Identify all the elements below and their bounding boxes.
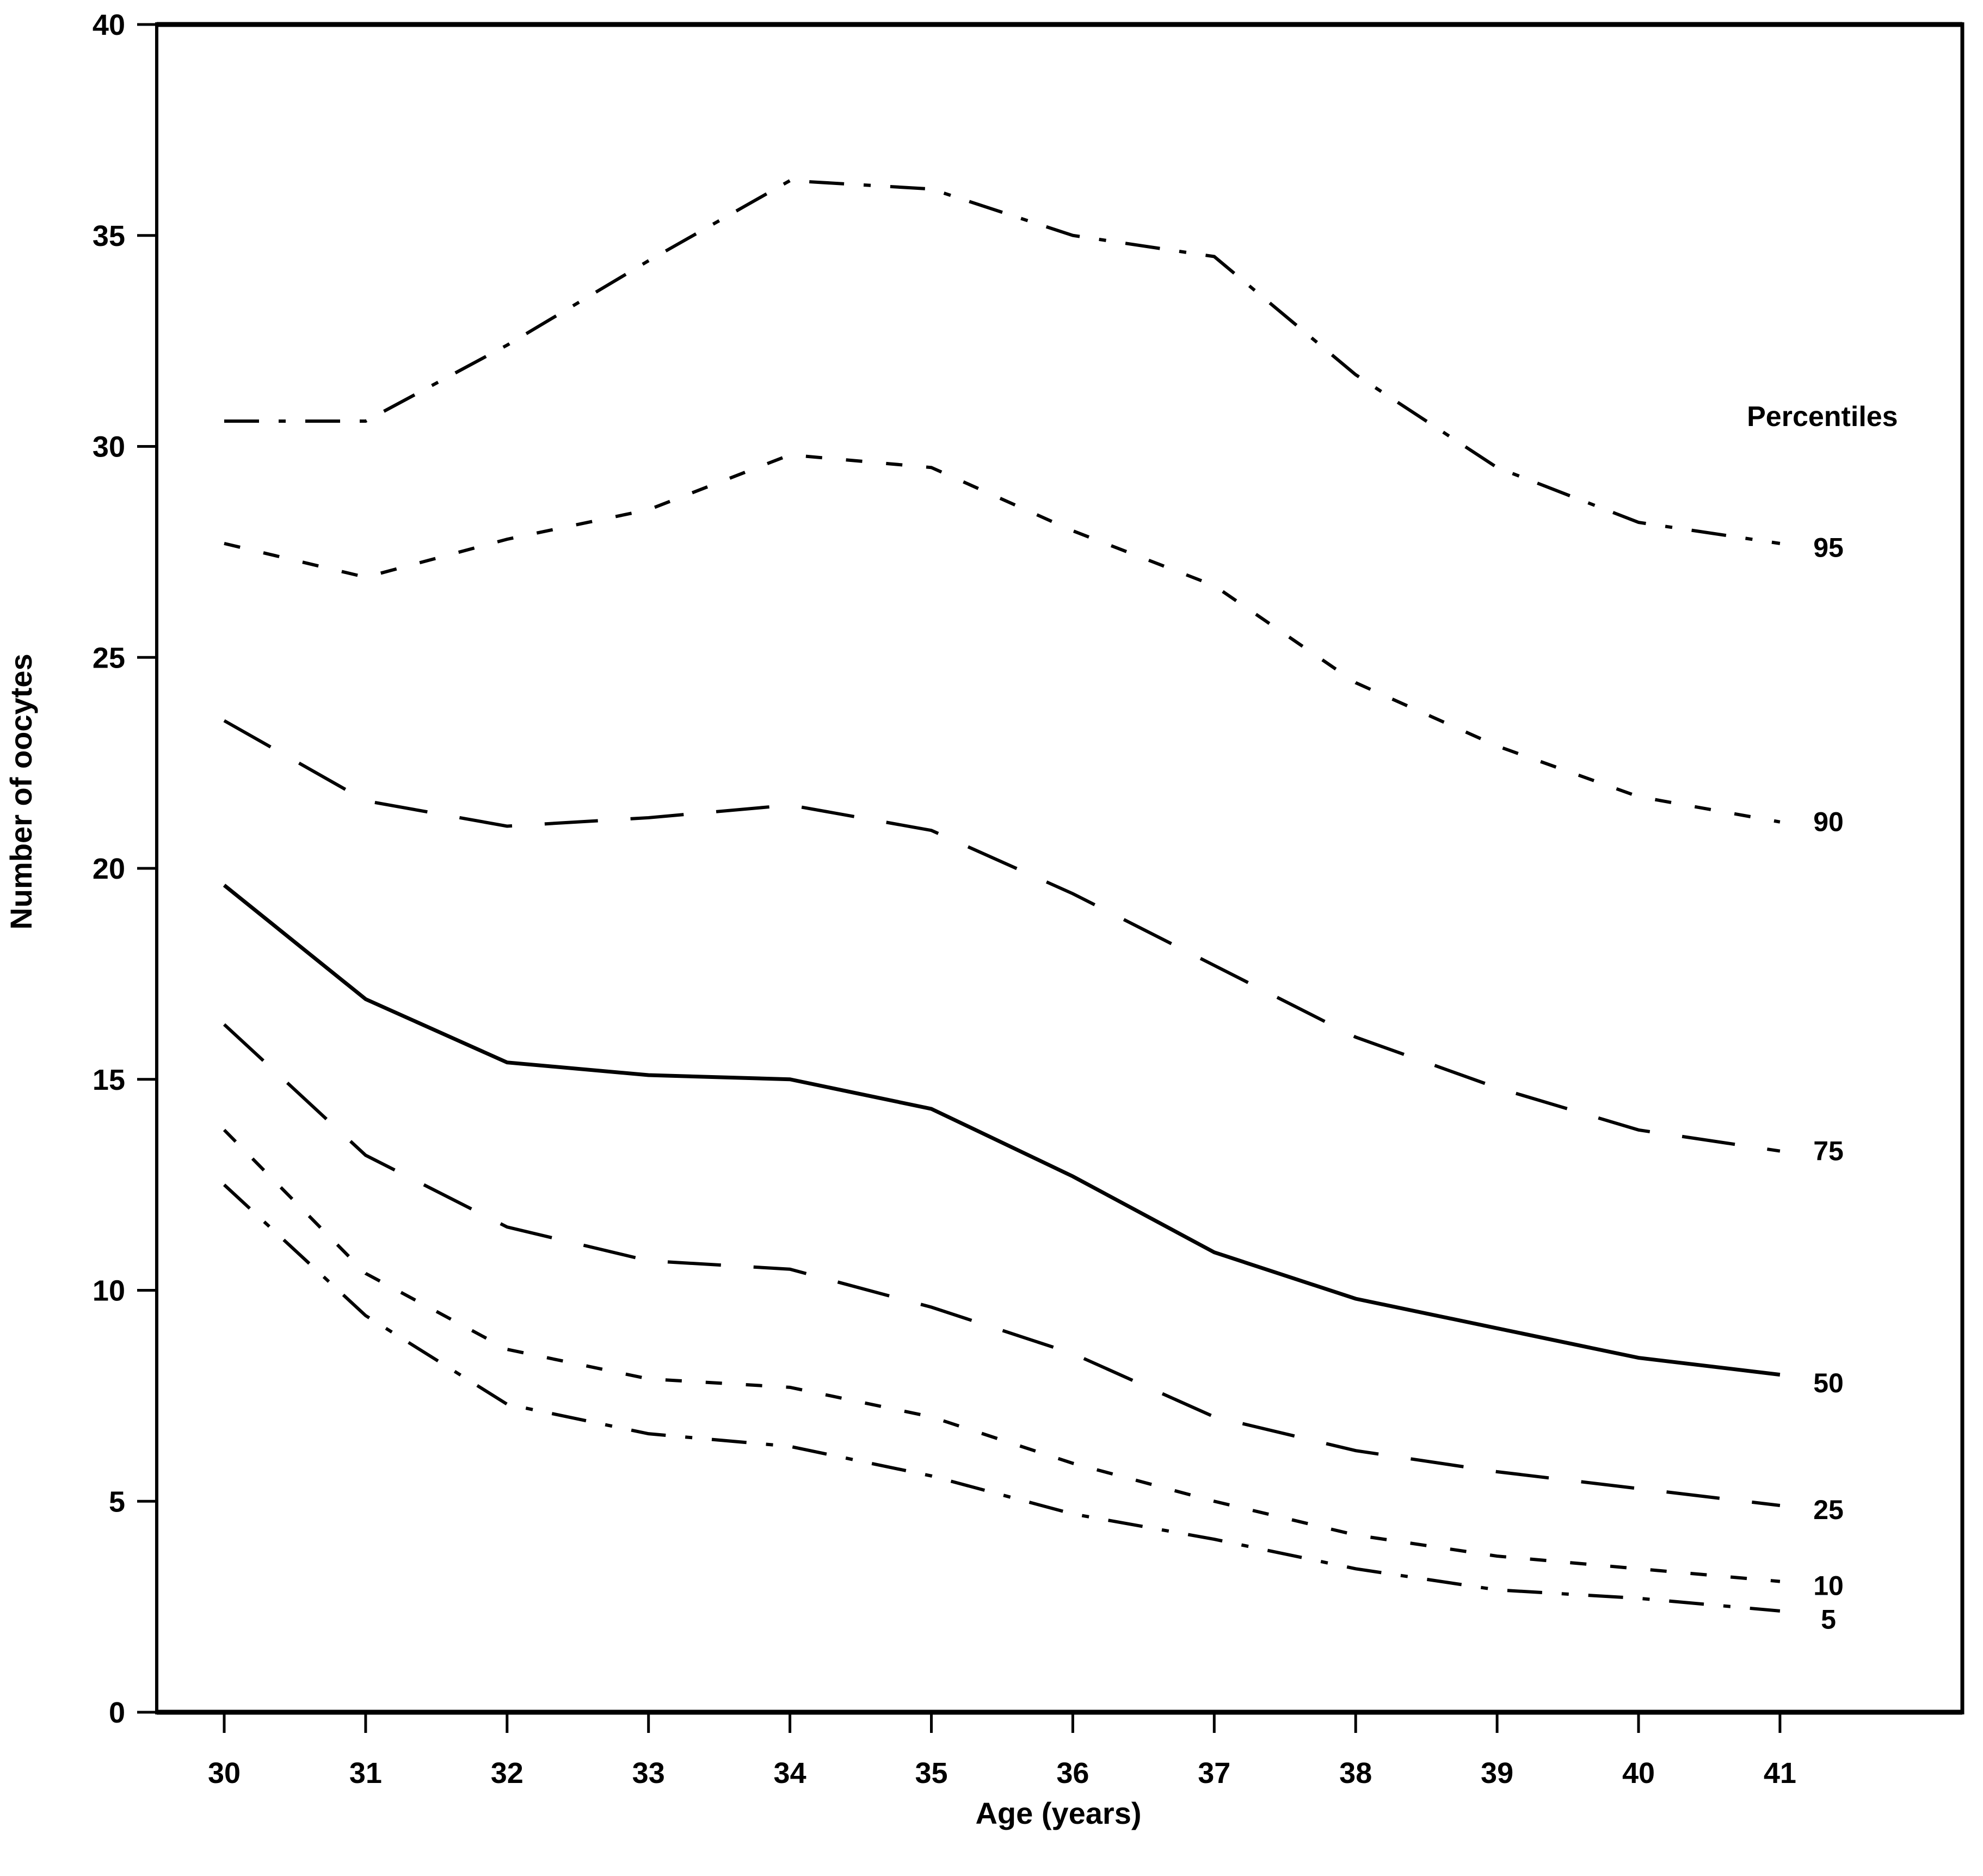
y-tick-label: 5 [109, 1485, 125, 1518]
series-label-p95: 95 [1813, 533, 1844, 563]
y-tick-label: 10 [93, 1275, 125, 1307]
x-tick-label: 32 [491, 1757, 524, 1789]
legend-title: Percentiles [1747, 401, 1898, 433]
y-tick-label: 0 [109, 1696, 125, 1729]
series-line-p25 [223, 1023, 1781, 1507]
series-line-p50 [223, 884, 1781, 1377]
x-tick-label: 36 [1056, 1757, 1089, 1789]
y-tick-label: 15 [93, 1064, 125, 1096]
y-axis-title: Number of oocytes [4, 653, 38, 929]
y-tick-label: 20 [93, 853, 125, 885]
series-line-p10 [223, 1128, 1781, 1583]
series-line-p5 [223, 1183, 1781, 1613]
x-tick-label: 39 [1481, 1757, 1513, 1789]
x-tick-label: 34 [774, 1757, 806, 1789]
x-tick-label: 41 [1764, 1757, 1796, 1789]
x-tick-label: 38 [1339, 1757, 1372, 1789]
series-label-p75: 75 [1813, 1136, 1844, 1167]
series-label-p10: 10 [1813, 1570, 1844, 1601]
x-tick-label: 33 [632, 1757, 665, 1789]
y-tick-label: 25 [93, 641, 125, 674]
series-line-p75 [223, 719, 1781, 1153]
series-line-p95 [224, 178, 1781, 545]
x-tick-label: 30 [208, 1757, 241, 1789]
series-label-p5: 5 [1821, 1604, 1836, 1634]
x-tick-label: 31 [349, 1757, 382, 1789]
x-axis-title: Age (years) [975, 1796, 1141, 1830]
x-tick-label: 37 [1198, 1757, 1230, 1789]
series-label-p90: 90 [1813, 807, 1844, 837]
y-tick-label: 40 [93, 9, 125, 41]
series-label-p50: 50 [1813, 1368, 1844, 1398]
x-tick-label: 40 [1622, 1757, 1655, 1789]
x-tick-label: 35 [915, 1757, 947, 1789]
y-tick-label: 30 [93, 431, 125, 464]
y-tick-label: 35 [93, 220, 125, 252]
series-line-p90 [224, 453, 1781, 824]
series-label-p25: 25 [1813, 1495, 1844, 1525]
